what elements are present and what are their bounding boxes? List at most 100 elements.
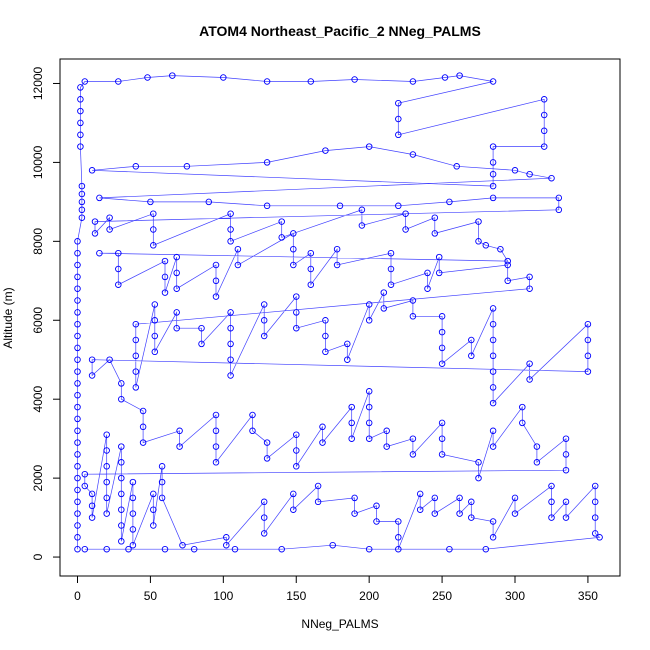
data-point	[540, 143, 548, 150]
data-point	[438, 451, 446, 458]
data-point	[373, 502, 380, 510]
data-point	[540, 111, 548, 119]
data-point	[132, 384, 140, 391]
data-point	[395, 518, 402, 525]
data-point	[395, 115, 402, 123]
data-point	[173, 309, 180, 316]
data-point	[139, 407, 147, 415]
data-point	[74, 545, 81, 553]
data-point	[489, 194, 497, 202]
data-point	[409, 313, 417, 320]
data-point	[365, 403, 373, 411]
data-point	[150, 226, 157, 233]
data-point	[548, 482, 555, 490]
data-point	[336, 202, 344, 210]
x-axis-label: NNeg_PALMS	[301, 617, 378, 631]
data-point	[489, 368, 497, 375]
data-point	[293, 447, 300, 454]
data-point	[548, 174, 555, 182]
data-point	[504, 257, 511, 265]
data-point	[129, 494, 137, 502]
data-point	[212, 261, 220, 269]
data-point	[540, 96, 548, 103]
data-point	[395, 131, 402, 139]
data-point	[591, 482, 599, 490]
data-point	[74, 273, 81, 281]
data-point	[74, 261, 81, 269]
data-point	[584, 320, 592, 328]
data-point	[290, 245, 297, 253]
data-point	[74, 297, 81, 304]
data-point	[74, 463, 81, 470]
x-tick-label: 200	[359, 589, 379, 603]
data-point	[409, 78, 417, 85]
data-point	[402, 210, 409, 217]
data-point	[173, 269, 180, 277]
data-point	[584, 336, 592, 344]
data-point	[533, 459, 541, 466]
data-point	[88, 356, 96, 363]
data-point	[161, 289, 169, 296]
data-point	[489, 443, 497, 450]
data-point	[88, 490, 96, 498]
series-line	[77, 75, 601, 550]
data-point	[562, 498, 570, 506]
data-point	[125, 545, 132, 553]
y-tick-label: 10000	[31, 145, 45, 179]
data-point	[158, 478, 166, 486]
y-tick-label: 0	[31, 553, 45, 560]
data-point	[77, 107, 84, 115]
data-point	[74, 474, 81, 482]
data-point	[555, 206, 563, 214]
data-point	[482, 242, 490, 249]
data-point	[435, 269, 443, 277]
data-point	[290, 506, 297, 513]
data-point	[344, 340, 351, 348]
data-point	[198, 324, 205, 332]
data-point	[489, 384, 497, 391]
data-point	[387, 265, 395, 273]
data-point	[118, 395, 125, 403]
data-point	[220, 74, 227, 81]
data-point	[139, 439, 147, 446]
data-point	[395, 545, 402, 553]
data-point	[333, 245, 341, 253]
data-point	[144, 74, 151, 81]
data-point	[468, 352, 475, 360]
data-point	[526, 170, 533, 178]
data-point	[129, 478, 137, 486]
data-point	[446, 198, 453, 206]
data-point	[489, 534, 497, 541]
data-point	[263, 78, 271, 85]
data-point	[132, 320, 140, 328]
data-point	[150, 522, 157, 529]
y-tick-label: 6000	[31, 307, 45, 334]
data-point	[290, 261, 297, 269]
data-point	[489, 182, 497, 190]
data-point	[115, 281, 122, 288]
data-point	[475, 238, 482, 245]
data-point	[555, 194, 563, 202]
data-point	[489, 320, 497, 328]
data-point	[77, 96, 84, 103]
data-point	[74, 427, 81, 435]
data-point	[562, 451, 570, 458]
data-point	[314, 482, 322, 490]
data-point	[519, 419, 526, 427]
data-point	[78, 190, 86, 198]
data-point	[151, 301, 159, 308]
data-point	[348, 435, 355, 442]
data-point	[475, 218, 482, 225]
data-point	[74, 249, 81, 257]
y-tick-label: 4000	[31, 386, 45, 413]
data-point	[358, 206, 366, 214]
data-point	[591, 498, 599, 506]
data-point	[409, 151, 417, 158]
data-point	[431, 214, 439, 221]
data-point	[526, 285, 533, 292]
data-point	[169, 72, 176, 79]
data-point	[81, 470, 89, 478]
data-point	[150, 490, 157, 498]
data-point	[489, 427, 497, 435]
y-axis: 0 2000 4000 6000 8000 10000 12000	[31, 66, 61, 560]
